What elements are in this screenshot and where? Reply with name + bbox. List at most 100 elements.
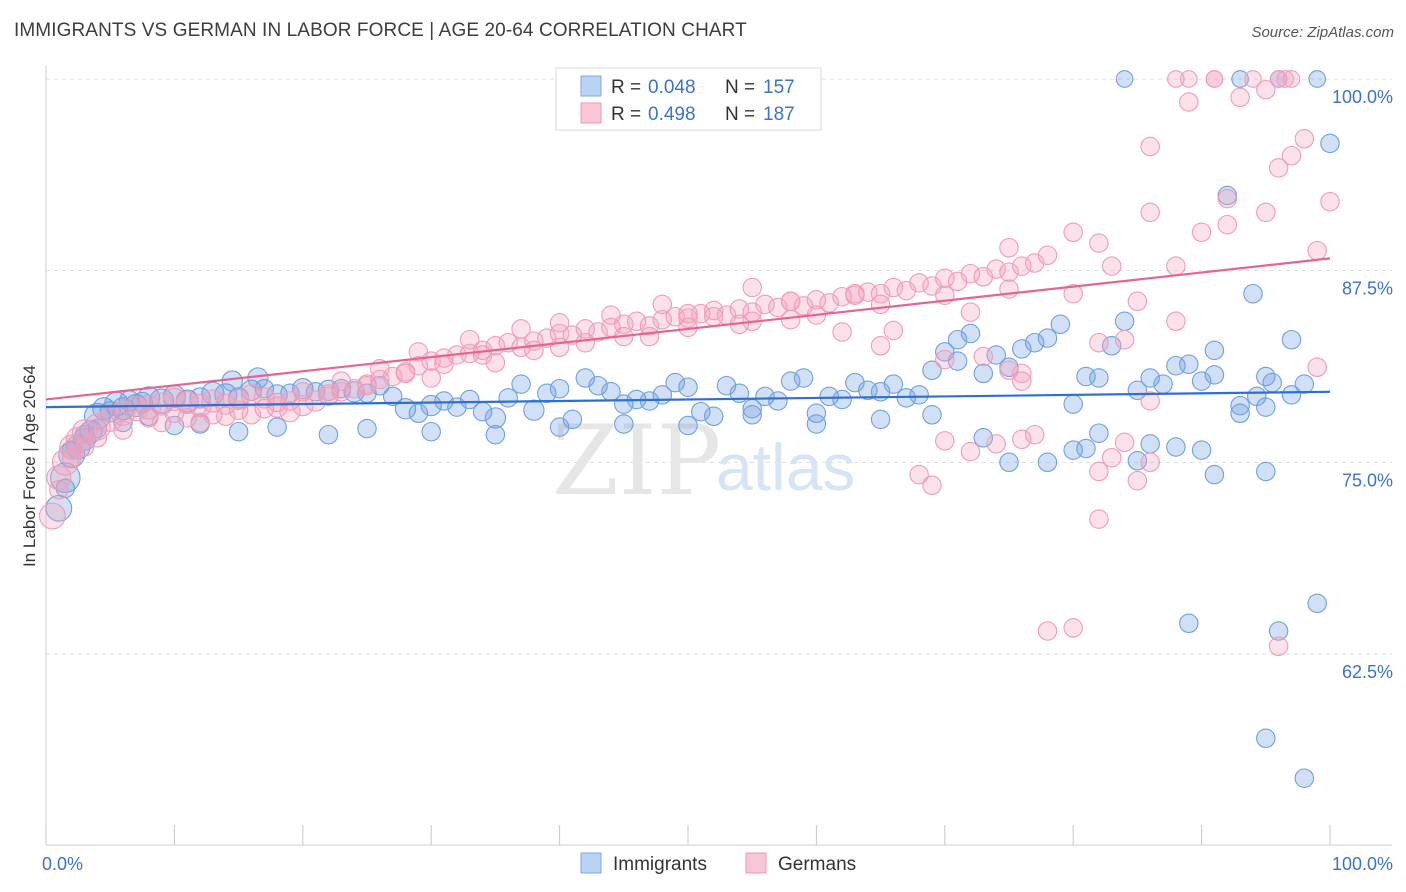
point-immigrants-140 [1231, 70, 1249, 88]
point-immigrants-115 [421, 421, 441, 442]
point-immigrants-131 [1089, 423, 1109, 443]
point-germans-59 [768, 297, 788, 318]
point-germans-115 [1114, 329, 1135, 350]
point-immigrants-151 [1230, 403, 1250, 424]
point-germans-190 [151, 412, 172, 433]
point-germans-101 [1063, 222, 1083, 243]
point-germans-162 [61, 447, 82, 468]
series-legend-swatch-germans [745, 852, 767, 874]
point-germans-141 [780, 309, 801, 330]
legend-n-value-2: 187 [763, 104, 795, 125]
point-germans-100 [1140, 136, 1160, 157]
point-germans-93 [1191, 222, 1212, 243]
point-immigrants-46 [523, 399, 545, 421]
point-germans-131 [1037, 621, 1058, 641]
point-immigrants-97 [1179, 354, 1199, 374]
point-germans-179 [524, 340, 544, 361]
trend-line-immigrants [45, 390, 1331, 409]
point-immigrants-43 [484, 407, 507, 429]
point-germans-67 [870, 283, 891, 304]
legend-r-label-2: R = [611, 104, 641, 125]
legend-swatch-germans [580, 102, 602, 124]
point-immigrants-74 [883, 374, 904, 394]
point-germans-2 [51, 448, 79, 476]
point-germans-113 [1089, 233, 1109, 253]
point-germans-56 [729, 299, 750, 319]
point-germans-116 [1089, 332, 1109, 353]
point-germans-176 [703, 306, 724, 327]
point-germans-137 [999, 360, 1019, 381]
point-germans-78 [1012, 256, 1032, 276]
y-tick-label-2: 87.5% [1342, 279, 1393, 299]
point-germans-164 [1217, 188, 1238, 209]
point-germans-140 [832, 322, 852, 342]
point-immigrants-109 [806, 414, 827, 434]
point-immigrants-67 [793, 368, 814, 388]
y-tick-label-1: 75.0% [1342, 470, 1393, 490]
point-immigrants-25 [254, 378, 275, 399]
point-germans-50 [652, 309, 673, 330]
series-legend-germans: Germans [778, 854, 856, 875]
series-legend-immigrants: Immigrants [613, 854, 707, 875]
trend-lines [45, 257, 1331, 409]
point-immigrants-66 [780, 371, 801, 391]
point-germans-183 [357, 375, 377, 396]
point-immigrants-111 [678, 415, 698, 436]
point-germans-76 [986, 259, 1006, 279]
point-immigrants-99 [1204, 365, 1225, 385]
point-immigrants-102 [1281, 329, 1302, 350]
point-germans-63 [819, 293, 839, 313]
point-immigrants-39 [434, 391, 454, 411]
legend-n-label-1: N = [725, 77, 755, 98]
point-germans-89 [999, 279, 1019, 299]
point-germans-96 [1281, 145, 1302, 166]
point-germans-136 [1307, 357, 1327, 378]
point-immigrants-130 [1076, 438, 1096, 459]
point-germans-124 [922, 475, 942, 496]
point-immigrants-86 [1037, 328, 1058, 348]
point-germans-135 [1140, 391, 1160, 411]
point-germans-133 [1268, 636, 1289, 657]
point-immigrants-60 [703, 406, 724, 427]
point-immigrants-155 [1256, 366, 1276, 387]
point-germans-127 [1114, 432, 1135, 453]
point-immigrants-88 [1063, 394, 1083, 414]
point-immigrants-135 [1191, 440, 1212, 460]
point-germans-24 [317, 384, 340, 406]
point-germans-148 [459, 329, 480, 350]
point-germans-167 [1205, 70, 1224, 88]
point-immigrants-107 [999, 452, 1019, 473]
point-germans-110 [1167, 70, 1185, 88]
point-germans-178 [575, 332, 596, 353]
point-germans-72 [935, 268, 955, 289]
point-germans-169 [1012, 371, 1032, 391]
point-germans-1 [46, 465, 72, 491]
point-immigrants-146 [1179, 613, 1199, 634]
point-germans-0 [38, 502, 66, 530]
point-immigrants-103 [1294, 374, 1315, 394]
point-immigrants-81 [973, 363, 994, 384]
point-germans-128 [1101, 447, 1122, 468]
trend-line-germans [45, 257, 1331, 401]
point-germans-171 [883, 320, 904, 341]
point-germans-58 [755, 294, 775, 315]
point-immigrants-38 [420, 394, 442, 417]
point-germans-68 [883, 277, 904, 298]
point-germans-184 [318, 386, 339, 407]
point-germans-145 [601, 305, 621, 325]
point-germans-161 [74, 437, 95, 457]
point-germans-180 [472, 345, 493, 365]
point-germans-49 [639, 316, 660, 336]
point-germans-151 [331, 371, 352, 391]
point-germans-181 [434, 354, 454, 374]
point-immigrants-134 [1166, 437, 1186, 457]
point-germans-22 [292, 394, 314, 417]
axes [45, 66, 1392, 846]
point-immigrants-138 [1243, 283, 1263, 304]
point-germans-6 [83, 413, 111, 441]
point-immigrants-154 [1247, 386, 1267, 407]
point-germans-87 [870, 294, 891, 315]
point-germans-134 [1166, 311, 1186, 332]
point-germans-166 [1230, 87, 1250, 108]
